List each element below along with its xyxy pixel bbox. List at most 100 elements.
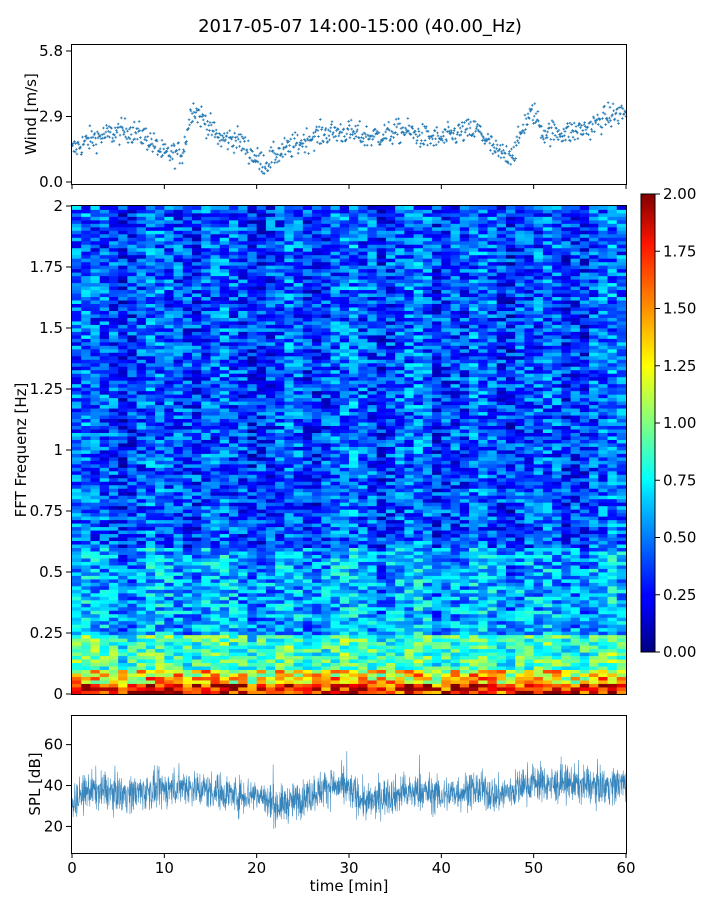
spectrogram-cell xyxy=(238,471,248,475)
spectrogram-cell xyxy=(238,562,248,566)
spectrogram-cell xyxy=(146,251,156,255)
spectrogram-cell xyxy=(229,499,239,503)
spectrogram-cell xyxy=(201,338,211,342)
spectrogram-cell xyxy=(220,412,230,416)
spectrogram-cell xyxy=(229,495,239,499)
spectrogram-cell xyxy=(275,572,285,576)
spectrogram-cell xyxy=(294,513,304,517)
spectrogram-cell xyxy=(229,569,239,573)
spectrogram-cell xyxy=(109,248,119,252)
spectrogram-cell xyxy=(211,335,221,339)
spectrogram-cell xyxy=(312,220,322,224)
spectrogram-cell xyxy=(155,265,165,269)
spectrogram-cell xyxy=(155,398,165,402)
spectrogram-cell xyxy=(155,509,165,513)
spectrogram-cell xyxy=(81,394,91,398)
spectrogram-cell xyxy=(174,276,184,280)
spectrogram-cell xyxy=(247,433,257,437)
spectrogram-cell xyxy=(275,304,285,308)
spectrogram-cell xyxy=(174,555,184,559)
spectrogram-cell xyxy=(118,659,128,663)
spectrogram-cell xyxy=(257,359,267,363)
spectrogram-cell xyxy=(183,248,193,252)
spectrogram-cell xyxy=(220,244,230,248)
spectrogram-cell xyxy=(137,642,147,646)
wind-point xyxy=(304,151,307,154)
spectrogram-cell xyxy=(321,471,331,475)
wind-point xyxy=(621,117,624,120)
spectrogram-cell xyxy=(284,331,294,335)
spectrogram-cell xyxy=(312,318,322,322)
spectrogram-cell xyxy=(90,453,100,457)
spectrogram-cell xyxy=(201,488,211,492)
spectrogram-cell xyxy=(294,596,304,600)
spectrogram-cell xyxy=(100,293,110,297)
spectrogram-cell xyxy=(109,269,119,273)
spectrogram-cell xyxy=(81,684,91,688)
spectrogram-cell xyxy=(192,213,202,217)
spectrogram-cell xyxy=(247,635,257,639)
spectrogram-cell xyxy=(257,565,267,569)
spectrogram-cell xyxy=(294,265,304,269)
spectrogram-cell xyxy=(127,502,137,506)
spectrogram-cell xyxy=(257,467,267,471)
spectrogram-cell xyxy=(303,544,313,548)
spectrogram-cell xyxy=(321,645,331,649)
spectrogram-cell xyxy=(192,241,202,245)
spectrogram-cell xyxy=(303,652,313,656)
spectrogram-cell xyxy=(81,548,91,552)
spectrogram-cell xyxy=(321,624,331,628)
spectrogram-cell xyxy=(275,537,285,541)
spectrogram-cell xyxy=(238,359,248,363)
spectrogram-cell xyxy=(229,523,239,527)
spectrogram-cell xyxy=(137,213,147,217)
spectrogram-cell xyxy=(155,492,165,496)
spectrogram-cell xyxy=(247,572,257,576)
spectrogram-cell xyxy=(238,603,248,607)
spectrogram-cell xyxy=(100,666,110,670)
spectrogram-cell xyxy=(174,447,184,451)
spectrogram-cell xyxy=(192,314,202,318)
spectrogram-cell xyxy=(257,569,267,573)
wind-point xyxy=(325,137,328,140)
spectrogram-cell xyxy=(229,345,239,349)
spectrogram-cell xyxy=(90,335,100,339)
spectrogram-cell xyxy=(340,652,350,656)
spectrogram-cell xyxy=(275,593,285,597)
spectrogram-cell xyxy=(192,255,202,259)
spectrogram-cell xyxy=(294,283,304,287)
spectrogram-cell xyxy=(174,206,184,210)
spectrogram-cell xyxy=(201,631,211,635)
spectrogram-cell xyxy=(331,335,341,339)
spectrogram-cell xyxy=(312,450,322,454)
spectrogram-cell xyxy=(118,541,128,545)
spectrogram-cell xyxy=(146,537,156,541)
wind-point xyxy=(149,132,152,135)
spectrogram-cell xyxy=(137,276,147,280)
spectrogram-cell xyxy=(81,272,91,276)
spectrogram-cell xyxy=(257,220,267,224)
spectrogram-cell xyxy=(81,628,91,632)
spectrogram-cell xyxy=(229,297,239,301)
spectrogram-cell xyxy=(284,467,294,471)
spectrogram-cell xyxy=(72,680,82,684)
spectrogram-cell xyxy=(109,262,119,266)
spectrogram-cell xyxy=(118,534,128,538)
spectrogram-cell xyxy=(201,447,211,451)
spectrogram-cell xyxy=(72,366,82,370)
wind-point xyxy=(532,119,535,122)
spectrogram-cell xyxy=(303,387,313,391)
spectrogram-cell xyxy=(100,530,110,534)
spectrogram-cell xyxy=(303,380,313,384)
spectrogram-cell xyxy=(321,460,331,464)
spectrogram-cell xyxy=(201,401,211,405)
spectrogram-cell xyxy=(247,537,257,541)
spectrogram-cell xyxy=(109,565,119,569)
spectrogram-cell xyxy=(81,502,91,506)
spectrogram-cell xyxy=(294,279,304,283)
spectrogram-cell xyxy=(174,258,184,262)
wind-point xyxy=(328,139,331,142)
spectrogram-cell xyxy=(127,579,137,583)
spectrogram-cell xyxy=(247,318,257,322)
spectrogram-cell xyxy=(183,405,193,409)
